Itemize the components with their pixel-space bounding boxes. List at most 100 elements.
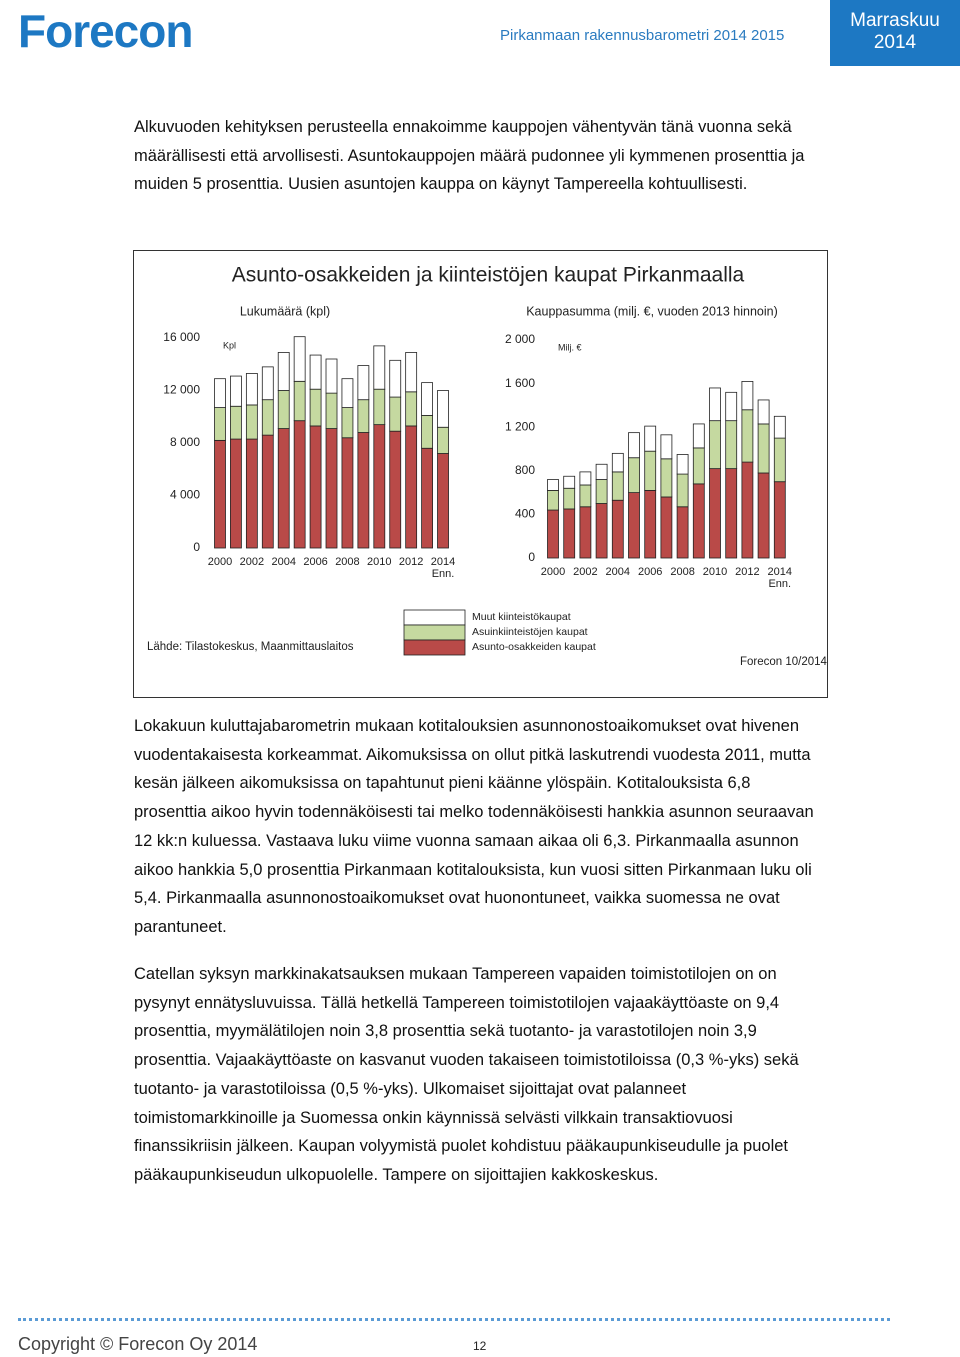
bar-segment [421,415,433,449]
y-tick-label: 0 [193,540,200,554]
bar-segment [230,405,242,440]
header-subtitle: Pirkanmaan rakennusbarometri 2014 2015 [500,27,785,44]
bar-segment [293,380,306,422]
bar-segment [628,457,640,494]
bar-segment [660,434,673,460]
legend-label: Muut kiinteistökaupat [472,611,571,623]
bar-segment [725,391,738,422]
y-tick-label: 4 000 [170,488,200,502]
bar-segment [405,352,418,393]
bar-segment [676,506,689,559]
bar-segment [595,463,608,480]
bar-segment [741,381,754,411]
unit-label: Kpl [223,340,236,350]
bar-segment [405,391,418,427]
bar-segment [245,373,258,406]
bar-segment [293,336,306,382]
bar-segment [611,471,624,501]
bar-segment [245,404,258,440]
legend-label: Asunto-osakkeiden kaupat [472,641,596,653]
y-tick-label: 8 000 [170,435,200,449]
header-month: Marraskuu [850,10,940,31]
x-tick-label: 2008 [670,566,694,578]
bar-segment [725,468,738,559]
y-tick-label: 400 [515,507,535,521]
x-tick-label: 2006 [638,566,662,578]
unit-label: Milj. € [558,342,582,352]
x-tick-label: 2000 [208,556,232,568]
legend-swatch [403,609,466,626]
bar-segment [611,499,624,559]
y-tick-label: 2 000 [505,332,535,346]
bar-segment [293,420,306,549]
paragraph: Catellan syksyn markkinakatsauksen mukaa… [134,965,799,1184]
x-tick-label: 2014 [768,566,792,578]
bar-segment [579,471,592,486]
bar-segment [373,424,386,549]
bar-segment [595,503,608,559]
bar-segment [676,473,689,508]
x-tick-label: 2012 [735,566,759,578]
bar-segment [563,508,576,559]
bar-segment [373,345,386,390]
x-tick-label: 2004 [606,566,630,578]
bar-segment [437,390,449,428]
bar-segment [261,434,274,549]
bar-segment [389,430,402,549]
paragraph: Alkuvuoden kehityksen perusteella ennako… [134,118,805,194]
bar-segment [357,399,370,433]
bar-segment [277,428,290,549]
bar-segment [214,407,226,441]
legend-swatch [403,624,466,641]
bar-segment [547,490,559,511]
x-tick-label: 2006 [303,556,327,568]
bar-segment [245,438,258,549]
bar-segment [341,378,354,408]
bar-segment [421,382,433,416]
bar-segment [325,428,338,549]
bar-segment [309,354,322,390]
bar-segment [261,366,274,401]
x-tick-label: 2002 [573,566,597,578]
bar-segment [373,388,386,426]
bar-segment [261,399,274,436]
bar-segment [547,509,559,559]
bar-segment [437,426,449,454]
x-tick-label: 2008 [335,556,359,568]
figure: Asunto-osakkeiden ja kiinteistöjen kaupa… [133,250,828,698]
date-box: Marraskuu 2014 [830,0,960,66]
bar-segment [628,432,640,459]
chart-title: Kauppasumma (milj. €, vuoden 2013 hinnoi… [526,304,778,318]
chart-title: Lukumäärä (kpl) [240,304,330,318]
logo: Forecon [18,5,193,57]
bar-segment [341,437,354,549]
bar-segment [709,468,721,559]
footer-rule [18,1318,890,1321]
y-tick-label: 0 [528,550,535,564]
y-tick-label: 16 000 [163,330,200,344]
bar-segment [357,432,370,549]
bar-segment [341,407,354,439]
bar-segment [547,479,559,491]
bar-segment [230,375,242,407]
page-number: 12 [473,1339,487,1353]
y-tick-label: 12 000 [163,383,200,397]
bar-segment [563,487,576,510]
bar-segment [741,409,754,463]
paragraph: Lokakuun kuluttajabarometrin mukaan koti… [134,717,814,936]
x-note: Enn. [432,568,455,580]
y-tick-label: 1 600 [505,376,535,390]
y-tick-label: 800 [515,463,535,477]
bar-segment [389,359,402,398]
bar-segment [692,447,705,485]
bar-segment [611,452,624,473]
x-tick-label: 2002 [240,556,264,568]
bar-segment [277,390,290,429]
bar-segment [725,420,738,470]
bar-segment [692,423,705,449]
bar-segment [644,490,657,559]
bar-segment [309,388,322,427]
bar-segment [757,399,770,425]
figure-title: Asunto-osakkeiden ja kiinteistöjen kaupa… [232,264,745,287]
